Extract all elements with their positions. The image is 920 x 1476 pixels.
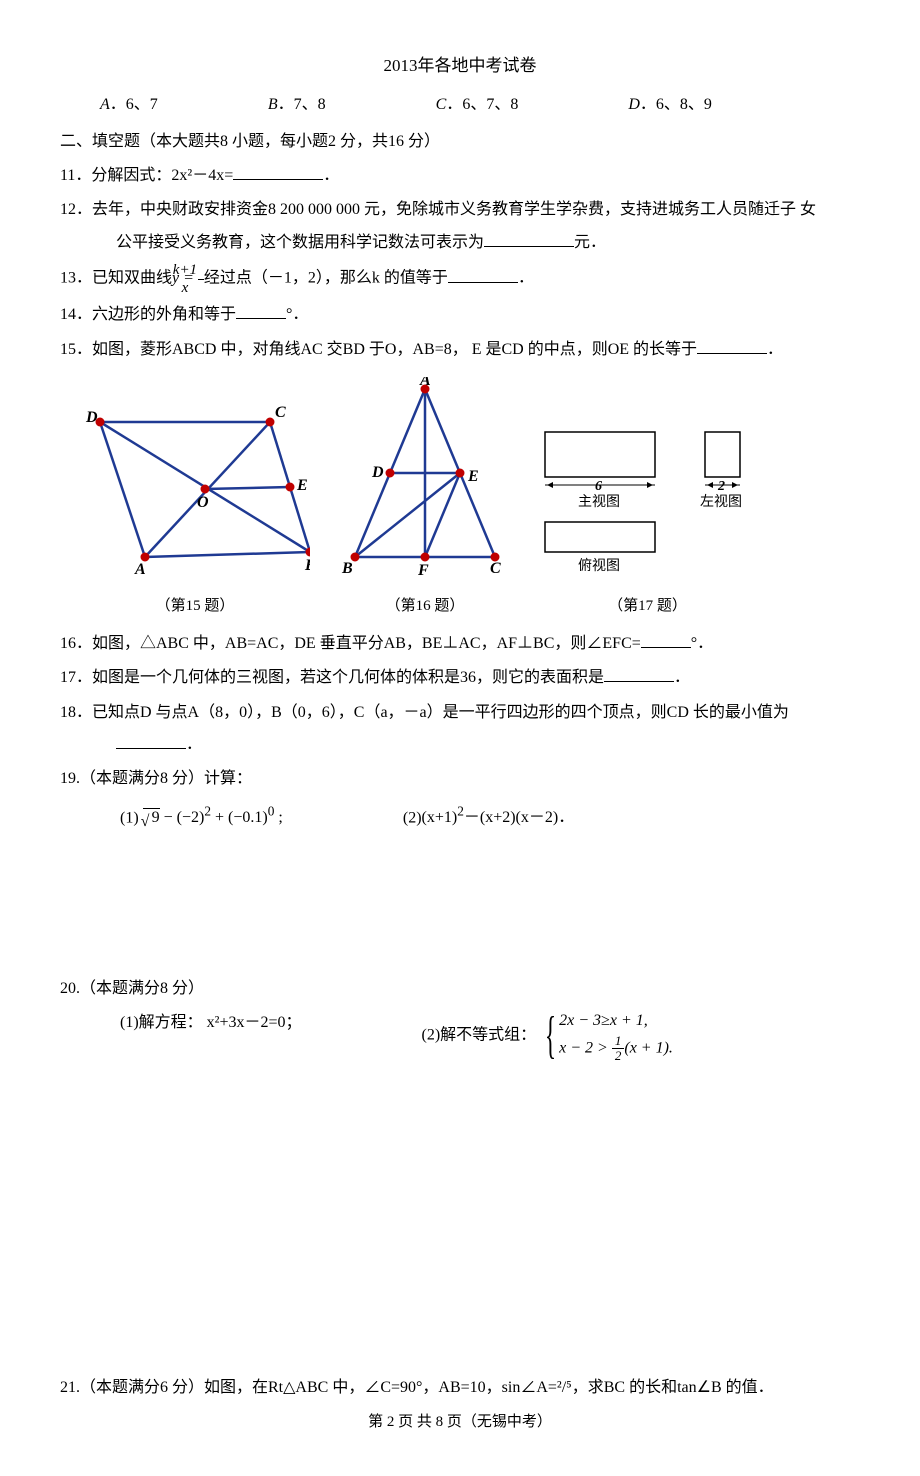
svg-text:E: E [467,468,479,485]
q15: 15．如图，菱形ABCD 中，对角线AC 交BD 于O，AB=8， E 是CD … [60,335,860,365]
svg-text:E: E [296,477,308,494]
q20-subparts: (1)解方程： x²+3x－2=0； (2)解不等式组： { 2x − 3≥x … [60,1008,860,1063]
q19: 19.（本题满分8 分）计算： [60,764,860,794]
svg-text:俯视图: 俯视图 [578,558,620,574]
q18-line2: ． [60,730,860,760]
rhombus-diagram: D C A B O E [80,402,310,577]
svg-text:D: D [85,409,98,426]
figure-15: D C A B O E （第15 题） [80,402,310,621]
figure-17: 6 主视图 2 左视图 俯视图 （第17 题） [540,422,755,621]
q21: 21.（本题满分6 分）如图，在Rt△ABC 中，∠C=90°，AB=10，si… [60,1373,860,1403]
q20-2: (2)解不等式组： { 2x − 3≥x + 1, x − 2 > 12(x +… [422,1008,673,1063]
q18: 18．已知点D 与点A（8，0），B（0，6），C（a，－a）是一平行四边形的四… [60,698,860,728]
q13: 13．已知双曲线y = k+1x经过点（－1，2），那么k 的值等于． [60,262,860,296]
three-views: 6 主视图 2 左视图 俯视图 [540,422,755,577]
svg-text:B: B [304,557,310,574]
q11: 11．分解因式：2x²－4x=． [60,161,860,191]
svg-text:A: A [419,377,431,389]
q12-line2: 公平接受义务教育，这个数据用科学记数法可表示为元． [60,228,860,258]
option-a: A．6、7 [100,90,158,120]
q14: 14．六边形的外角和等于°． [60,300,860,330]
q12: 12．去年，中央财政安排资金8 200 000 000 元，免除城市义务教育学生… [60,195,860,225]
svg-text:左视图: 左视图 [700,494,742,510]
svg-text:F: F [417,562,429,577]
q19-subparts: (1) √9 − (−2)2 + (−0.1)0 ; (2)(x+1)2－(x+… [60,799,860,834]
q16: 16．如图，△ABC 中，AB=AC，DE 垂直平分AB，BE⊥AC，AF⊥BC… [60,629,860,659]
page-footer: 第 2 页 共 8 页（无锡中考） [60,1408,860,1437]
triangle-diagram: A B C D E F [330,377,520,577]
q20-1: (1)解方程： x²+3x－2=0； [120,1008,302,1038]
svg-text:O: O [197,494,209,511]
q19-1: (1) √9 − (−2)2 + (−0.1)0 ; [120,799,283,834]
figures-row: D C A B O E （第15 题） [60,377,860,621]
svg-text:B: B [341,560,353,577]
q17: 17．如图是一个几何体的三视图，若这个几何体的体积是36，则它的表面积是． [60,663,860,693]
option-c: C．6、7、8 [436,90,519,120]
page-header: 2013年各地中考试卷 [60,50,860,82]
svg-text:6: 6 [595,479,602,494]
mc-options: A．6、7 B．7、8 C．6、7、8 D．6、8、9 [60,90,860,120]
section-2-title: 二、填空题（本大题共8 小题，每小题2 分，共16 分） [60,127,860,157]
svg-text:C: C [490,560,501,577]
option-b: B．7、8 [268,90,326,120]
svg-text:主视图: 主视图 [578,494,620,510]
option-d: D．6、8、9 [628,90,712,120]
svg-text:A: A [134,561,146,577]
q19-2: (2)(x+1)2－(x+2)(x－2)． [403,799,574,834]
svg-text:D: D [371,464,384,481]
svg-text:C: C [275,404,286,421]
svg-text:2: 2 [717,479,725,494]
figure-16: A B C D E F （第16 题） [330,377,520,621]
q20: 20.（本题满分8 分） [60,974,860,1004]
